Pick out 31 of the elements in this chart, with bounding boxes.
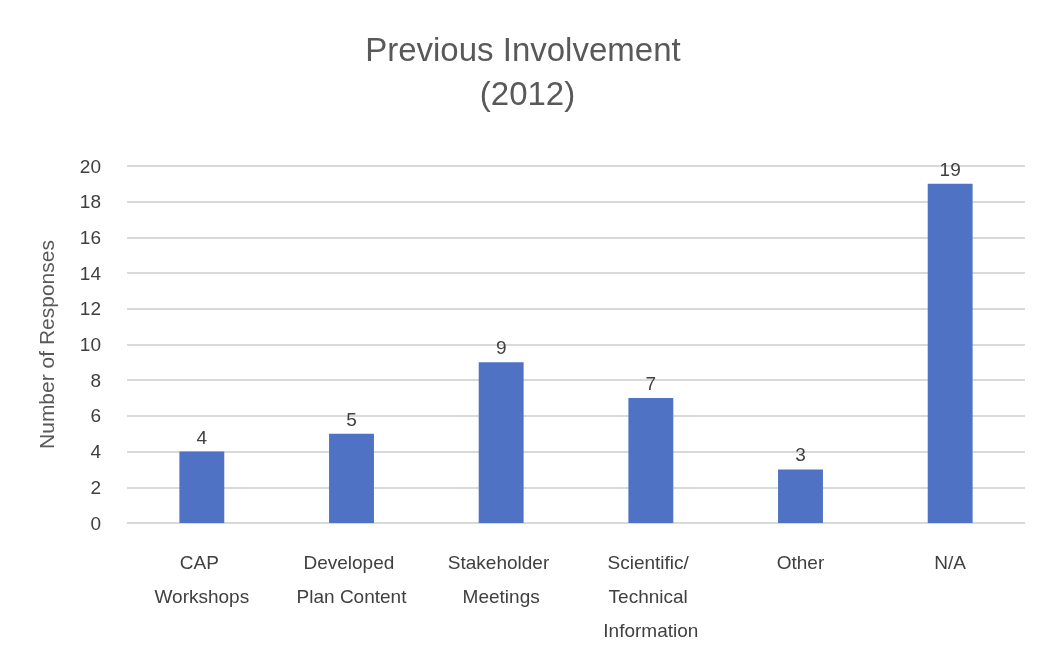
chart-title: Previous Involvement (2012) [365,30,690,112]
y-tick-label: 2 [90,476,101,498]
x-tick-label: Other [776,551,825,573]
y-axis-title: Number of Responses [35,240,58,449]
y-tick-label: 20 [79,155,101,177]
bar [628,398,674,523]
bar [329,433,374,523]
y-tick-label: 10 [79,334,101,355]
bar [927,183,973,523]
data-label: 7 [645,373,657,395]
y-tick-label: 6 [90,405,101,427]
y-tick-label: 18 [79,191,101,213]
y-tick-label: 16 [79,226,101,248]
bar [778,469,823,523]
data-label: 3 [795,444,806,466]
x-tick-label: CAP Workshops [154,551,250,607]
y-tick-label: 4 [90,441,102,463]
bar [179,451,225,523]
y-tick-label: 0 [90,512,101,534]
data-label: 9 [495,337,507,359]
y-tick-label: 14 [79,262,102,284]
data-label: 19 [939,158,961,180]
x-tick-label: Stakeholder Meetings [447,551,555,607]
bar [478,362,524,523]
y-tick-label: 12 [79,298,101,320]
x-tick-label: Developed Plan Content [296,551,408,607]
x-tick-label: Scientific/ Technical Information [603,551,699,641]
y-tick-label: 8 [90,369,101,391]
data-label: 5 [346,408,357,430]
x-tick-label: N/A [934,551,967,573]
data-label: 4 [196,426,208,448]
